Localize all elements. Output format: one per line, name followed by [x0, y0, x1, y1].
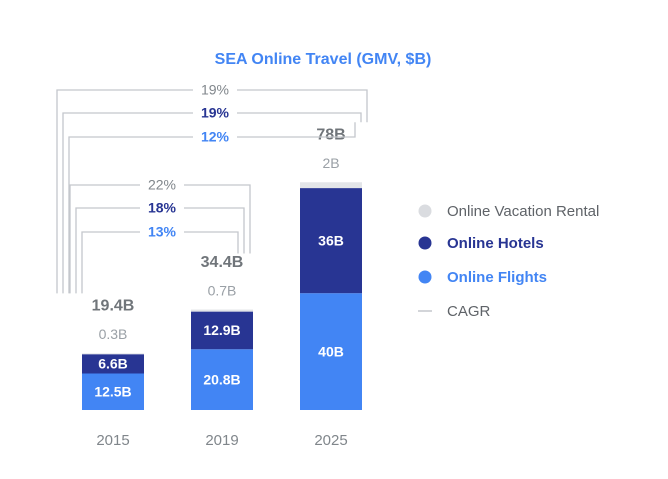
cagr-bracket: [75, 207, 245, 294]
total-label: 34.4B: [201, 254, 244, 271]
legend-swatch: [418, 270, 432, 284]
value-label: 12.9B: [203, 322, 240, 338]
bar-segment: [82, 373, 144, 410]
legend-label: CAGR: [447, 303, 491, 320]
value-label: 0.3B: [99, 326, 128, 342]
x-tick-label: 2015: [96, 432, 129, 449]
legend-swatch: [418, 204, 432, 218]
bar-segment: [300, 188, 362, 294]
legend-label: Online Vacation Rental: [447, 203, 599, 220]
bar-segment: [300, 182, 362, 189]
cagr-bracket: [62, 112, 362, 294]
cagr-label: 19%: [201, 82, 229, 98]
cagr-bracket: [69, 184, 251, 294]
bar-segment: [300, 293, 362, 410]
x-tick-label: 2025: [314, 432, 347, 449]
value-label: 40B: [318, 343, 344, 359]
cagr-label: 12%: [201, 129, 230, 145]
value-label: 0.7B: [208, 282, 237, 298]
cagr-label: 22%: [148, 177, 176, 193]
x-tick-label: 2019: [205, 432, 238, 449]
total-label: 19.4B: [92, 298, 135, 315]
value-label: 12.5B: [94, 383, 131, 399]
cagr-label: 19%: [201, 105, 230, 121]
bar-segment: [191, 349, 253, 410]
cagr-label: 13%: [148, 224, 177, 240]
total-label: 78B: [316, 126, 345, 143]
cagr-bracket: [68, 122, 356, 294]
legend-label: Online Hotels: [447, 235, 544, 252]
legend-swatch: [418, 236, 432, 250]
bar-segment: [82, 354, 144, 374]
bar-segment: [82, 353, 144, 355]
bar-segment: [191, 311, 253, 350]
chart-title: SEA Online Travel (GMV, $B): [215, 51, 432, 68]
cagr-bracket: [81, 231, 239, 294]
cagr-bracket: [56, 89, 368, 294]
bar-segment: [191, 309, 253, 312]
value-label: 36B: [318, 232, 344, 248]
value-label: 20.8B: [203, 371, 240, 387]
value-label: 6.6B: [98, 356, 128, 372]
cagr-label: 18%: [148, 200, 177, 216]
value-label: 2B: [322, 155, 339, 171]
legend-label: Online Flights: [447, 269, 547, 286]
